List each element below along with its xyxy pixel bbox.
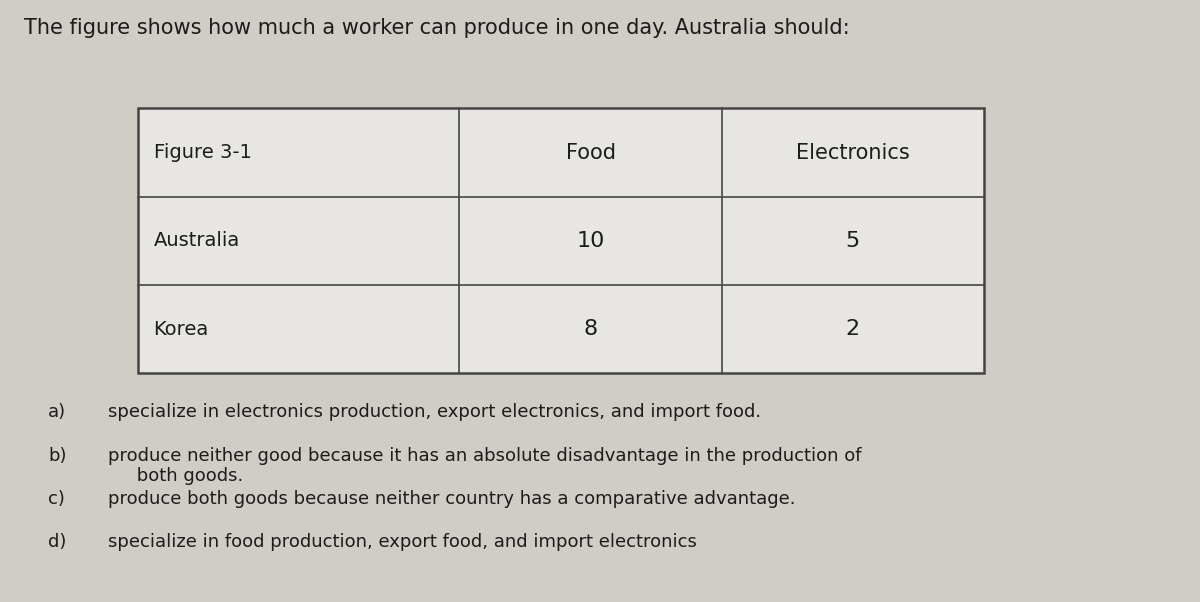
Text: a): a): [48, 403, 66, 421]
Text: 2: 2: [846, 319, 860, 339]
Text: Figure 3-1: Figure 3-1: [154, 143, 252, 162]
Text: 8: 8: [583, 319, 598, 339]
Text: 5: 5: [846, 231, 860, 251]
Text: specialize in food production, export food, and import electronics: specialize in food production, export fo…: [108, 533, 697, 551]
Text: Korea: Korea: [154, 320, 209, 338]
Text: 10: 10: [576, 231, 605, 251]
Text: c): c): [48, 490, 65, 508]
Text: Food: Food: [565, 143, 616, 163]
Text: Australia: Australia: [154, 231, 240, 250]
Text: The figure shows how much a worker can produce in one day. Australia should:: The figure shows how much a worker can p…: [24, 18, 850, 38]
Text: produce neither good because it has an absolute disadvantage in the production o: produce neither good because it has an a…: [108, 447, 862, 485]
Text: produce both goods because neither country has a comparative advantage.: produce both goods because neither count…: [108, 490, 796, 508]
Text: b): b): [48, 447, 66, 465]
Text: d): d): [48, 533, 66, 551]
Text: specialize in electronics production, export electronics, and import food.: specialize in electronics production, ex…: [108, 403, 761, 421]
Text: Electronics: Electronics: [796, 143, 910, 163]
